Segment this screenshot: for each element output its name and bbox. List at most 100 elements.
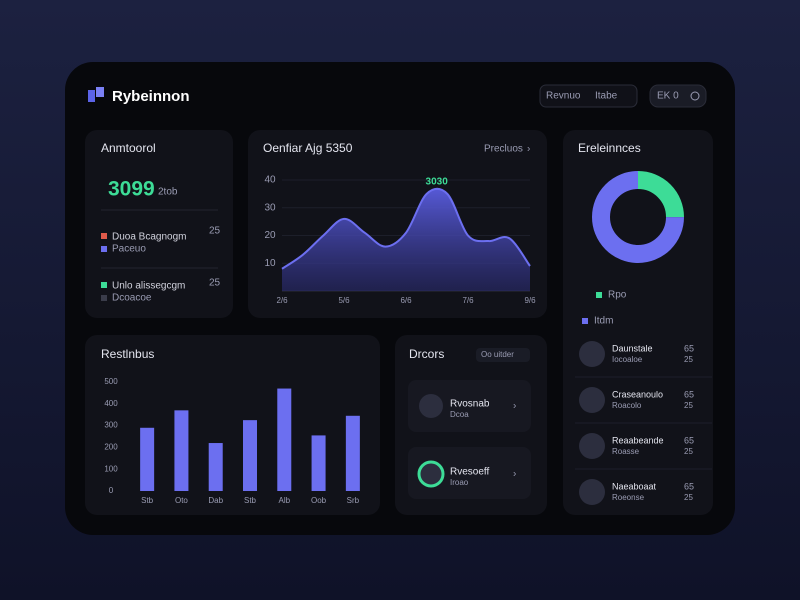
- bar: [277, 388, 292, 491]
- legend-label: Itdm: [594, 316, 613, 327]
- list-value: 65: [684, 481, 694, 491]
- card-title: Ereleinnces: [578, 141, 641, 155]
- x-tick-label: Srb: [347, 496, 360, 505]
- doctor-name: Rvosnab: [450, 399, 490, 410]
- brand: Rybeinnon: [112, 88, 190, 105]
- legend-swatch: [596, 292, 602, 298]
- card-title: Drcors: [409, 347, 444, 361]
- bar: [174, 410, 189, 491]
- x-tick-label: Oob: [311, 496, 327, 505]
- avatar: [579, 341, 605, 367]
- card: [85, 335, 380, 515]
- card-title: Anmtoorol: [101, 141, 156, 155]
- y-tick-label: 300: [104, 421, 118, 430]
- x-tick-label: Stb: [141, 496, 154, 505]
- y-tick-label: 20: [264, 230, 276, 241]
- list-sub-value: 25: [684, 355, 693, 364]
- row-label: Unlo alissegcgm: [112, 281, 185, 292]
- legend-label: Rpo: [608, 290, 627, 301]
- y-tick-label: 0: [109, 486, 114, 495]
- filter-text: Oo uitder: [481, 350, 514, 359]
- area-fill: [282, 188, 530, 291]
- list-sub-value: 25: [684, 447, 693, 456]
- logo: [88, 90, 95, 102]
- list-sub-value: 25: [684, 493, 693, 502]
- summary-unit: 2tob: [158, 187, 178, 198]
- filter-pill[interactable]: [476, 348, 530, 362]
- doctor-item[interactable]: [408, 380, 531, 432]
- search-hint: Itabe: [595, 91, 618, 102]
- card-title: Restlnbus: [101, 347, 154, 361]
- donut-segment: [592, 171, 684, 263]
- legend-swatch: [582, 318, 588, 324]
- doctor-sub: Iroao: [450, 478, 469, 487]
- list-name: Daunstale: [612, 343, 653, 353]
- doctor-item[interactable]: [408, 447, 531, 499]
- bar: [140, 427, 155, 491]
- chevron: ›: [527, 144, 530, 155]
- list-sub: Roasse: [612, 447, 640, 456]
- row-value: 25: [209, 226, 221, 237]
- legend-swatch: [101, 233, 107, 239]
- x-tick-label: 6/6: [400, 296, 412, 305]
- row-sub: Paceuo: [112, 244, 146, 255]
- avatar: [419, 394, 443, 418]
- x-tick-label: 7/6: [462, 296, 474, 305]
- y-tick-label: 40: [264, 175, 276, 186]
- doctor-name: Rvesoeff: [450, 467, 490, 478]
- legend-swatch: [101, 282, 107, 288]
- search-box[interactable]: [539, 84, 638, 108]
- header-button[interactable]: [649, 84, 707, 108]
- list-value: 65: [684, 389, 694, 399]
- y-tick-label: 500: [104, 377, 118, 386]
- x-tick-label: 5/6: [338, 296, 350, 305]
- y-tick-label: 30: [264, 202, 276, 213]
- x-tick-label: Stb: [244, 496, 257, 505]
- logo: [96, 87, 104, 97]
- chevron: ›: [513, 469, 516, 480]
- list-name: Craseanoulo: [612, 389, 663, 399]
- card-title: Oenfiar Ajg 5350: [263, 141, 353, 155]
- list-value: 65: [684, 435, 694, 445]
- list-sub: Iocoaloe: [612, 355, 643, 364]
- header-button-text: EK 0: [657, 91, 679, 102]
- list-value: 65: [684, 343, 694, 353]
- avatar: [579, 387, 605, 413]
- x-tick-label: 2/6: [276, 296, 288, 305]
- header-icon: [690, 91, 700, 101]
- row-sub: Dcoacoe: [112, 293, 152, 304]
- x-tick-label: Oto: [175, 496, 188, 505]
- chevron: ›: [513, 401, 516, 412]
- bar: [243, 420, 257, 491]
- avatar: [579, 479, 605, 505]
- legend-swatch: [101, 246, 107, 252]
- row-label: Duoa Bcagnogm: [112, 232, 187, 243]
- area-line: [281, 187, 531, 270]
- y-tick-label: 10: [264, 258, 276, 269]
- legend-swatch: [101, 295, 107, 301]
- search-text: Revnuo: [546, 91, 581, 102]
- x-tick-label: Alb: [279, 496, 291, 505]
- x-tick-label: Dab: [208, 496, 223, 505]
- x-tick-label: 9/6: [524, 296, 536, 305]
- list-sub: Roeonse: [612, 493, 645, 502]
- list-name: Reaabeande: [612, 435, 664, 445]
- avatar: [579, 433, 605, 459]
- annotation: 3030: [426, 177, 449, 188]
- list-sub-value: 25: [684, 401, 693, 410]
- list-name: Naeaboaat: [612, 481, 657, 491]
- doctor-sub: Dcoa: [450, 410, 469, 419]
- y-tick-label: 200: [104, 443, 118, 452]
- bar: [345, 415, 360, 491]
- y-tick-label: 100: [104, 464, 118, 473]
- y-tick-label: 400: [104, 399, 118, 408]
- summary-value: 3099: [108, 178, 155, 201]
- row-value: 25: [209, 278, 221, 289]
- bar: [311, 435, 326, 491]
- bar: [208, 443, 223, 491]
- card: [85, 130, 233, 318]
- list-sub: Roacolo: [612, 401, 642, 410]
- avatar: [417, 460, 445, 488]
- card-link[interactable]: Precluos: [484, 144, 523, 155]
